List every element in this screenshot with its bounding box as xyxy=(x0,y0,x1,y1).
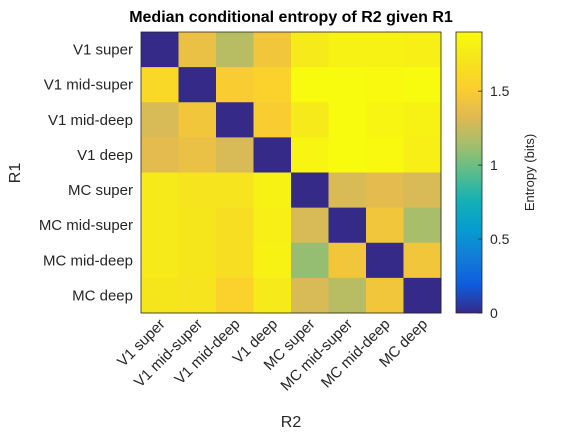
heatmap-cell xyxy=(178,207,217,244)
heatmap-cell xyxy=(216,172,254,209)
heatmap-cells xyxy=(141,32,442,314)
colorbar-tick-label: 1.5 xyxy=(490,83,510,99)
heatmap-cell xyxy=(141,102,179,138)
heatmap-cell xyxy=(291,102,329,138)
heatmap-cell xyxy=(253,67,292,103)
heatmap-cell xyxy=(216,137,254,173)
x-axis-title: R2 xyxy=(281,414,302,431)
heatmap-cell xyxy=(141,277,179,314)
heatmap-cell xyxy=(291,172,329,209)
heatmap-cell xyxy=(328,207,367,244)
heatmap-cell xyxy=(291,32,329,68)
heatmap-cell xyxy=(141,172,179,209)
heatmap-cell xyxy=(141,137,179,173)
heatmap-cell xyxy=(141,242,179,279)
colorbar xyxy=(455,31,483,314)
y-tick-labels: V1 super V1 mid-super V1 mid-deep V1 deep MC… xyxy=(39,42,133,305)
chart-title: Median conditional entropy of R2 given R… xyxy=(129,9,453,26)
heatmap-cell xyxy=(403,277,442,314)
heatmap-cell xyxy=(216,277,254,314)
heatmap-cell xyxy=(328,172,367,209)
heatmap-cell xyxy=(328,67,367,103)
colorbar-tick-label: 0.5 xyxy=(490,231,510,247)
heatmap-cell xyxy=(291,207,329,244)
heatmap-cell xyxy=(366,172,404,209)
y-tick-label: V1 mid-deep xyxy=(48,112,133,129)
heatmap-cell xyxy=(366,102,404,138)
colorbar-ticks: 0 0.5 1 1.5 xyxy=(478,83,510,321)
y-tick-label: V1 deep xyxy=(77,147,133,164)
heatmap-cell xyxy=(216,102,254,138)
heatmap-cell xyxy=(291,67,329,103)
heatmap-cell xyxy=(253,277,292,314)
heatmap-cell xyxy=(178,32,217,68)
y-tick-label: MC mid-deep xyxy=(43,252,133,269)
heatmap-cell xyxy=(178,102,217,138)
heatmap-cell xyxy=(141,32,179,68)
y-tick-label: MC mid-super xyxy=(39,217,133,234)
heatmap-cell xyxy=(403,242,442,279)
y-tick-label: MC super xyxy=(68,182,133,199)
y-tick-label: V1 super xyxy=(73,42,133,59)
y-tick-label: V1 mid-super xyxy=(44,77,133,94)
heatmap-cell xyxy=(253,207,292,244)
heatmap-cell xyxy=(403,67,442,103)
heatmap-cell xyxy=(178,172,217,209)
heatmap-cell xyxy=(178,67,217,103)
heatmap-cell xyxy=(141,207,179,244)
heatmap-cell xyxy=(328,277,367,314)
heatmap-cell xyxy=(328,242,367,279)
heatmap-cell xyxy=(178,277,217,314)
colorbar-tick-label: 1 xyxy=(490,157,498,173)
y-axis-title: R1 xyxy=(7,163,24,184)
heatmap-cell xyxy=(328,102,367,138)
heatmap-cell xyxy=(178,242,217,279)
plot-frame xyxy=(140,31,442,314)
heatmap-cell xyxy=(253,172,292,209)
heatmap-cell xyxy=(328,137,367,173)
heatmap-cell xyxy=(366,277,404,314)
heatmap-cell xyxy=(366,207,404,244)
heatmap-cell xyxy=(253,102,292,138)
heatmap-cell xyxy=(403,137,442,173)
heatmap-cell xyxy=(291,137,329,173)
y-tick-label: MC deep xyxy=(72,287,133,304)
heatmap-cell xyxy=(366,242,404,279)
heatmap-cell xyxy=(216,242,254,279)
heatmap-cell xyxy=(403,207,442,244)
colorbar-title: Entropy (bits) xyxy=(522,134,537,211)
heatmap-cell xyxy=(403,102,442,138)
heatmap-cell xyxy=(253,32,292,68)
heatmap-cell xyxy=(216,67,254,103)
heatmap-cell xyxy=(366,137,404,173)
heatmap-cell xyxy=(216,207,254,244)
heatmap-cell xyxy=(178,137,217,173)
heatmap-cell xyxy=(403,172,442,209)
heatmap-cell xyxy=(253,242,292,279)
heatmap-cell xyxy=(291,242,329,279)
heatmap-cell xyxy=(328,32,367,68)
heatmap-cell xyxy=(291,277,329,314)
heatmap-cell xyxy=(403,32,442,68)
heatmap-cell xyxy=(216,32,254,68)
colorbar-tick-label: 0 xyxy=(490,305,498,321)
heatmap-cell xyxy=(253,137,292,173)
heatmap-cell xyxy=(366,67,404,103)
heatmap-cell xyxy=(366,32,404,68)
heatmap-cell xyxy=(141,67,179,103)
